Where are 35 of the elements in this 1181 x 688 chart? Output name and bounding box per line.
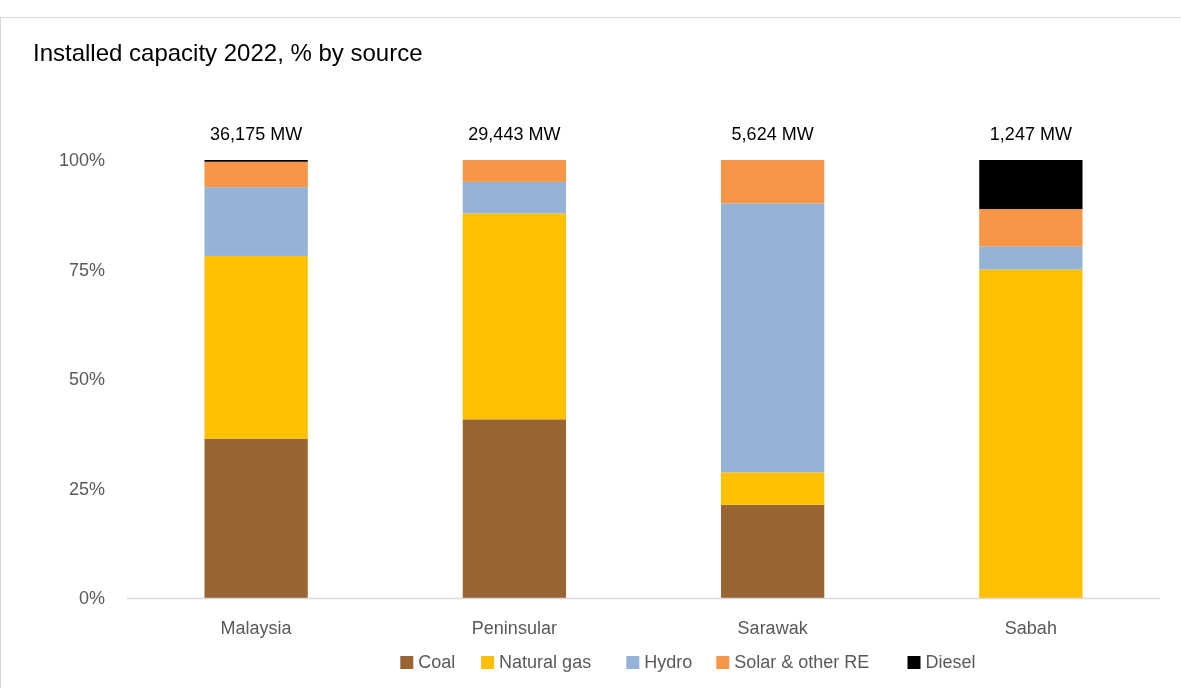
chart-title: Installed capacity 2022, % by source <box>33 39 423 66</box>
bar <box>979 160 1083 210</box>
bar <box>462 160 567 182</box>
bar <box>462 419 567 598</box>
annotation: 1,247 MW <box>989 124 1072 144</box>
bar <box>204 255 308 439</box>
bar <box>462 181 567 214</box>
y-tick-label: 75% <box>68 259 105 280</box>
annotation: 5,624 MW <box>731 124 814 144</box>
bar <box>204 187 308 256</box>
legend-label: Solar & other RE <box>734 652 870 672</box>
y-tick-label: 0% <box>78 588 105 609</box>
x-tick-label: Sabah <box>1004 618 1057 638</box>
legend-label: Diesel <box>925 652 976 672</box>
y-tick-label: 100% <box>58 150 105 171</box>
bar <box>720 472 825 505</box>
bar <box>204 438 308 598</box>
x-tick-label: Malaysia <box>220 618 293 638</box>
x-tick-label: Peninsular <box>471 618 557 638</box>
bar <box>979 209 1083 247</box>
bar <box>979 269 1083 598</box>
bar <box>720 160 825 204</box>
y-tick-label: 50% <box>68 369 105 390</box>
x-tick-label: Sarawak <box>737 618 809 638</box>
bar <box>979 246 1083 270</box>
annotation: 36,175 MW <box>210 124 303 144</box>
bar <box>204 161 308 188</box>
bar <box>720 203 825 473</box>
annotation: 29,443 MW <box>468 124 561 144</box>
legend-label: Coal <box>418 652 456 672</box>
y-tick-label: 25% <box>68 478 105 499</box>
bar <box>720 504 825 598</box>
legend-label: Hydro <box>644 652 693 672</box>
legend-label: Natural gas <box>499 652 592 672</box>
bar <box>462 213 567 420</box>
